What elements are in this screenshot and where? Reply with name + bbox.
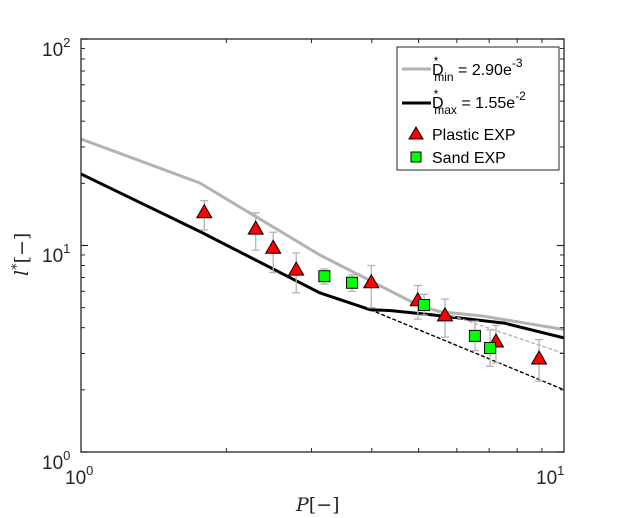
legend: D* min = 2.90e-3 D* max = 1.55e-2 Plastic … bbox=[396, 46, 560, 171]
marker-triangle bbox=[287, 261, 305, 276]
marker-triangle bbox=[436, 306, 454, 322]
x-tick-label-10: 101 bbox=[536, 463, 564, 489]
data-point-plastic bbox=[436, 298, 454, 338]
data-point-sand bbox=[484, 329, 497, 367]
series-line-d-max-extrapolation bbox=[369, 309, 564, 391]
data-point-plastic bbox=[264, 231, 282, 274]
legend-label-dmax: D* max = 1.55e-2 bbox=[432, 87, 526, 117]
legend-item-dmax: D* max = 1.55e-2 bbox=[402, 87, 526, 117]
data-point-sand bbox=[346, 274, 359, 292]
series-line-d-max-1-55e-2 bbox=[81, 172, 564, 340]
marker-triangle bbox=[195, 203, 213, 219]
legend-label-sand: Sand EXP bbox=[432, 150, 506, 167]
y-tick-label-100: 102 bbox=[42, 35, 70, 61]
data-point-plastic bbox=[195, 199, 213, 231]
legend-marker-triangle bbox=[408, 126, 424, 140]
marker-triangle bbox=[264, 239, 282, 254]
marker-square bbox=[484, 341, 497, 354]
legend-label-dmin: D* min = 2.90e-3 bbox=[432, 54, 523, 84]
marker-square bbox=[417, 299, 430, 312]
data-point-sand bbox=[417, 293, 430, 316]
y-tick-label-1: 100 bbox=[42, 448, 70, 474]
marker-triangle bbox=[362, 273, 380, 289]
legend-marker-square bbox=[410, 151, 422, 163]
x-axis-label: P[−] bbox=[295, 494, 340, 516]
y-tick-label-10: 101 bbox=[42, 241, 70, 267]
series-line-d-min-extrapolation bbox=[439, 311, 564, 355]
markers-layer bbox=[195, 199, 548, 382]
y-axis-label: l*[−] bbox=[10, 233, 33, 276]
legend-item-sand: Sand EXP bbox=[410, 150, 506, 167]
data-point-sand bbox=[318, 268, 331, 285]
legend-item-plastic: Plastic EXP bbox=[408, 126, 516, 144]
data-point-plastic bbox=[287, 252, 305, 294]
marker-triangle bbox=[530, 350, 548, 365]
marker-triangle bbox=[247, 220, 265, 235]
x-tick-label-1: 100 bbox=[65, 463, 93, 489]
data-point-plastic bbox=[247, 212, 265, 251]
data-point-plastic bbox=[530, 338, 548, 382]
data-point-sand bbox=[468, 320, 481, 352]
legend-label-plastic: Plastic EXP bbox=[432, 127, 516, 144]
data-point-plastic bbox=[362, 264, 380, 309]
legend-item-dmin: D* min = 2.90e-3 bbox=[402, 54, 523, 84]
ticks-layer bbox=[81, 38, 564, 453]
marker-square bbox=[318, 270, 331, 283]
marker-square bbox=[468, 329, 481, 342]
marker-square bbox=[346, 276, 359, 289]
